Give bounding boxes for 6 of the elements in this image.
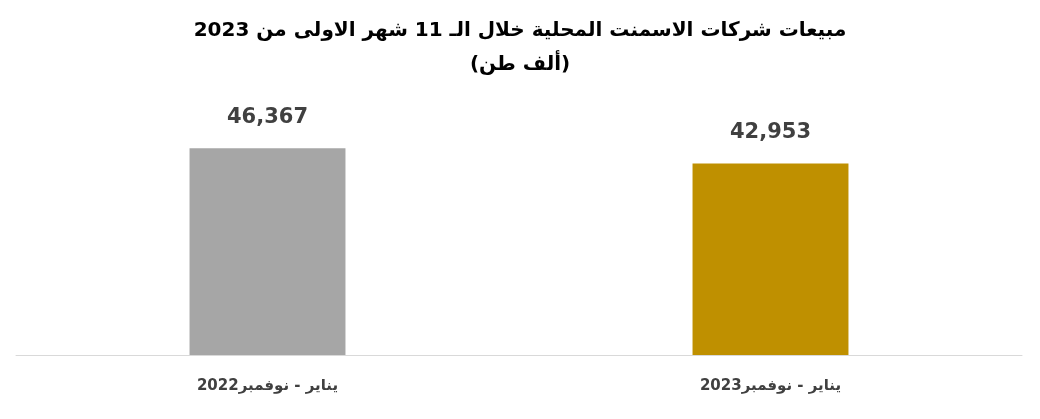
x-tick-label: يناير - نوفمبر2023: [699, 375, 842, 394]
data-label: 42,953: [729, 118, 812, 143]
chart-subtitle: (ألف طن): [469, 49, 571, 75]
data-label: 46,367: [226, 103, 309, 128]
x-tick-label: يناير - نوفمبر2022: [196, 375, 339, 394]
chart-title: مبيعات شركات الاسمنت المحلية خلال الـ 11 شهر الاولى من 2023: [193, 17, 847, 41]
